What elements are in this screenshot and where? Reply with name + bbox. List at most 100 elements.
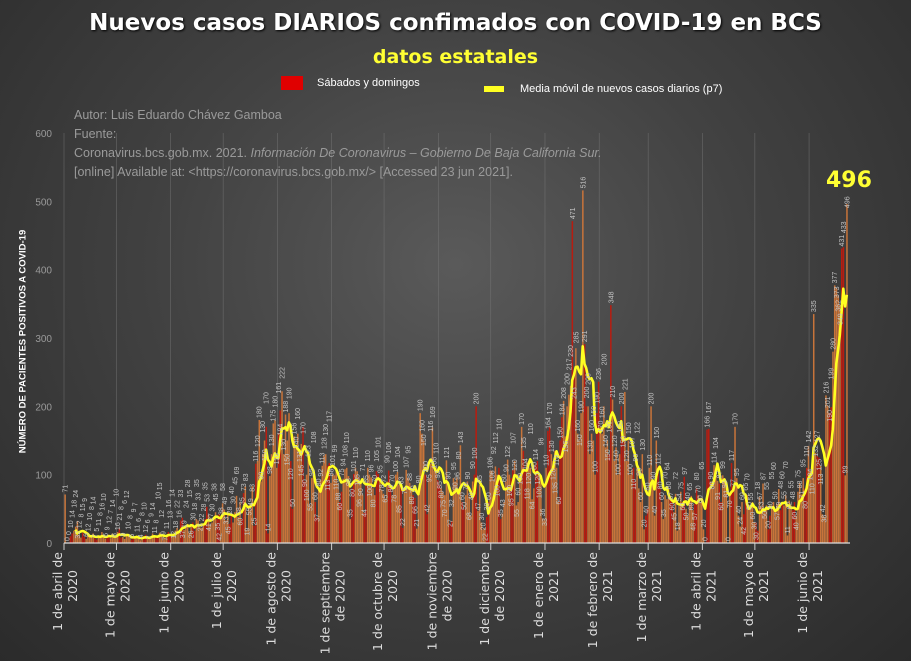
bar-value-label: 45: [213, 493, 220, 501]
bar-value-label: 96: [356, 499, 363, 507]
bar-value-label: 201: [825, 396, 832, 408]
bar-value-label: 58: [220, 483, 227, 491]
bar-value-label: 291: [582, 330, 589, 342]
bar-value-label: 90: [708, 472, 715, 480]
bar-value-label: 184: [559, 403, 566, 415]
x-tick-label-line2: 2020: [385, 570, 400, 602]
bar-value-label: 40: [794, 522, 801, 530]
bar-value-label: 280: [830, 338, 837, 350]
weekend-bar: [779, 510, 782, 543]
weekend-bar: [718, 483, 721, 543]
weekday-bar: [123, 538, 126, 543]
weekday-bar: [664, 495, 666, 543]
weekend-bar: [499, 519, 502, 543]
weekday-bar: [305, 474, 308, 543]
x-tick-label-line1: 1 de julio de: [209, 552, 224, 629]
bar-value-label: 80: [456, 451, 463, 459]
bar-value-label: 66: [412, 506, 419, 514]
bar-value-label: 45: [232, 477, 239, 485]
weekend-bar: [475, 406, 477, 543]
weekend-bar: [389, 488, 392, 543]
weekday-bar: [678, 506, 680, 543]
weekend-bar: [436, 480, 439, 543]
weekday-bar: [776, 504, 778, 543]
bar-value-label: 90: [302, 479, 309, 487]
bar-value-label: 40: [767, 501, 774, 509]
weekday-bar: [92, 533, 94, 543]
weekday-bar: [541, 518, 544, 543]
weekday-bar: [800, 494, 803, 543]
weekend-bar: [265, 426, 268, 543]
bar-value-label: 95: [509, 498, 516, 506]
x-tick-label-line1: 1 de mayo de: [741, 552, 756, 638]
bar-value-label: 60: [718, 503, 725, 511]
weekday-bar: [405, 469, 407, 543]
bar-value-label: 42: [741, 527, 748, 535]
weekday-bar: [319, 480, 322, 543]
bar-value-label: 121: [444, 447, 451, 459]
weekday-bar: [802, 478, 804, 543]
weekday-bar: [251, 486, 254, 543]
bar-value-label: 433: [841, 221, 848, 233]
bar-value-label: 48: [778, 481, 785, 489]
bar-value-label: 99: [332, 444, 339, 452]
bar-value-label: 110: [804, 446, 811, 457]
bar-value-label: 41: [206, 523, 213, 531]
bar-value-label: 43: [500, 499, 507, 507]
weekday-bar: [526, 462, 528, 543]
bar-value-label: 60: [337, 503, 344, 511]
weekday-bar: [648, 467, 651, 543]
bar-value-label: 60: [697, 495, 704, 503]
weekend-bar: [94, 538, 96, 543]
weekend-bar: [71, 533, 73, 543]
weekday-bar: [477, 510, 479, 543]
bar-value-label: 60: [313, 492, 320, 500]
bar-value-label: 5: [129, 534, 136, 538]
x-tick-label-line2: 2020: [172, 570, 187, 602]
x-tick-label: 1 de junio de 2021: [795, 552, 825, 634]
bar-value-label: 120: [612, 435, 619, 447]
x-tick-label-line2: 2021: [810, 570, 825, 602]
bar-value-label: 122: [505, 446, 512, 458]
weekday-bar: [594, 474, 596, 543]
bar-value-label: 8: [98, 512, 105, 516]
y-tick-label: 0: [46, 539, 52, 550]
source-label: Fuente:: [74, 127, 117, 141]
bar-value-label: 110: [544, 455, 551, 466]
weekday-bar: [798, 482, 801, 543]
bar-value-label: 20: [766, 521, 773, 529]
bar-value-label: 80: [370, 499, 377, 507]
weekend-bar: [769, 515, 771, 543]
x-tick-label-line1: 1 de septiembre: [318, 552, 333, 655]
weekday-bar: [122, 536, 124, 543]
bar-value-label: 12: [143, 525, 150, 533]
bar-value-label: 33: [196, 493, 203, 501]
bar-value-label: 110: [496, 419, 503, 430]
bar-value-label: 20: [481, 522, 488, 530]
weekday-bar: [256, 461, 259, 543]
bar-value-label: 90: [258, 472, 265, 480]
y-tick-label: 500: [35, 197, 52, 208]
bar-value-label: 150: [654, 427, 661, 439]
bar-value-label: 68: [467, 512, 474, 520]
weekday-bar: [431, 427, 434, 543]
weekday-bar: [398, 484, 400, 543]
bar-value-label: 90: [633, 454, 640, 462]
weekend-bar: [424, 474, 427, 543]
bar-value-label: 47: [475, 502, 482, 510]
bar-value-label: 167: [706, 402, 713, 414]
weekday-bar: [183, 530, 185, 543]
weekday-bar: [692, 510, 694, 543]
weekday-bar: [234, 512, 236, 543]
bar-value-label: 7: [92, 534, 99, 538]
weekend-bar: [610, 305, 612, 543]
weekday-bar: [199, 527, 201, 543]
bar-value-label: 190: [594, 392, 601, 404]
weekday-bar: [221, 503, 224, 543]
bar-value-label: 130: [281, 439, 288, 451]
bar-value-label: 12: [106, 516, 113, 524]
weekday-bar: [765, 505, 768, 543]
bar-value-label: 16: [115, 522, 122, 530]
weekday-bar: [795, 515, 797, 543]
bar-value-label: 12: [124, 490, 131, 498]
